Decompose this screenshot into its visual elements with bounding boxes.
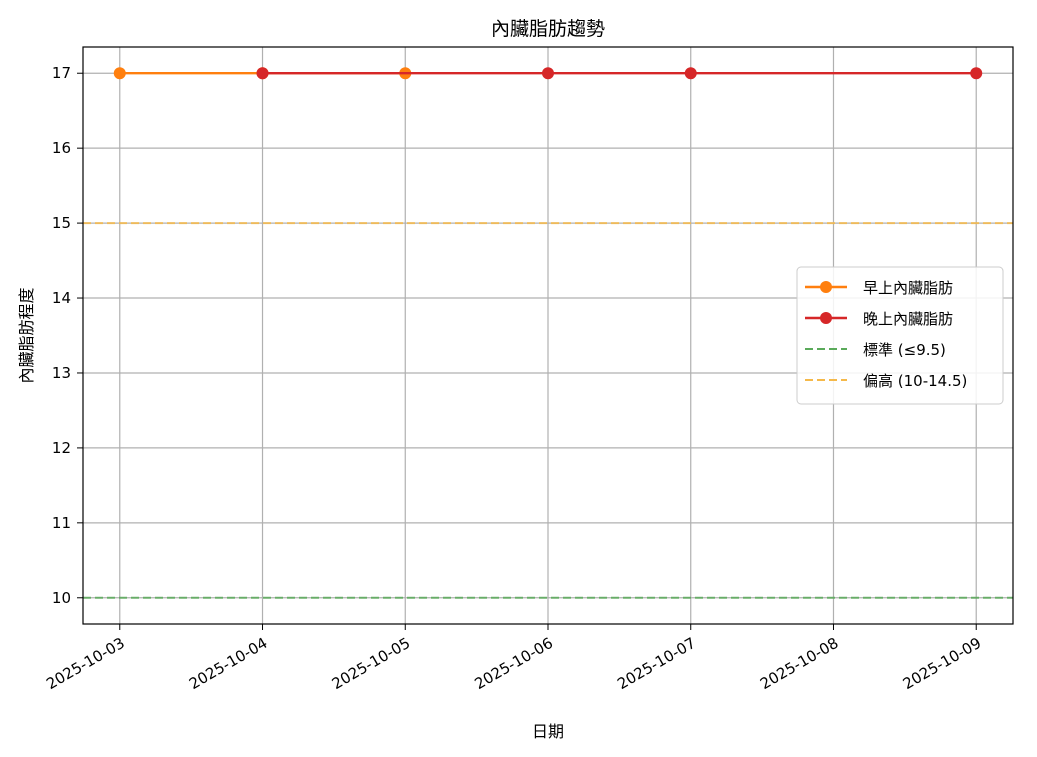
x-tick-label: 2025-10-08 (757, 634, 842, 693)
data-point (542, 67, 554, 80)
y-tick-label: 10 (52, 589, 71, 607)
legend-label: 標準 (≤9.5) (863, 341, 946, 359)
x-tick-label: 2025-10-04 (186, 634, 271, 693)
data-series (113, 67, 983, 80)
legend-label: 早上內臟脂肪 (863, 279, 953, 297)
data-point (113, 67, 126, 80)
x-axis-ticks: 2025-10-03 2025-10-04 2025-10-05 2025-10-06… (43, 624, 984, 693)
y-tick-label: 11 (52, 514, 71, 532)
data-point (684, 67, 697, 80)
legend-box (796, 266, 1004, 405)
y-tick-label: 13 (52, 364, 71, 382)
y-tick-label: 14 (52, 289, 71, 307)
legend-swatch-marker (820, 312, 832, 324)
y-axis-ticks: 10 11 12 13 14 15 16 17 (52, 64, 83, 607)
y-tick-label: 16 (52, 139, 71, 157)
x-tick-label: 2025-10-03 (43, 634, 128, 693)
y-tick-label: 12 (52, 439, 71, 457)
y-tick-label: 17 (52, 64, 71, 82)
x-tick-label: 2025-10-07 (614, 634, 699, 693)
x-tick-label: 2025-10-05 (329, 634, 414, 693)
legend-label: 偏高 (10-14.5) (863, 372, 967, 390)
data-point (256, 67, 269, 80)
data-point (970, 67, 983, 80)
legend-label: 晚上內臟脂肪 (863, 310, 953, 328)
x-axis-label: 日期 (532, 722, 564, 741)
chart-title: 內臟脂肪趨勢 (491, 18, 605, 40)
x-tick-label: 2025-10-09 (900, 634, 985, 693)
y-tick-label: 15 (52, 214, 71, 232)
x-tick-label: 2025-10-06 (471, 634, 556, 693)
legend-swatch-marker (820, 281, 832, 293)
y-axis-label: 內臟脂肪程度 (17, 287, 36, 383)
reference-lines (83, 222, 1013, 599)
